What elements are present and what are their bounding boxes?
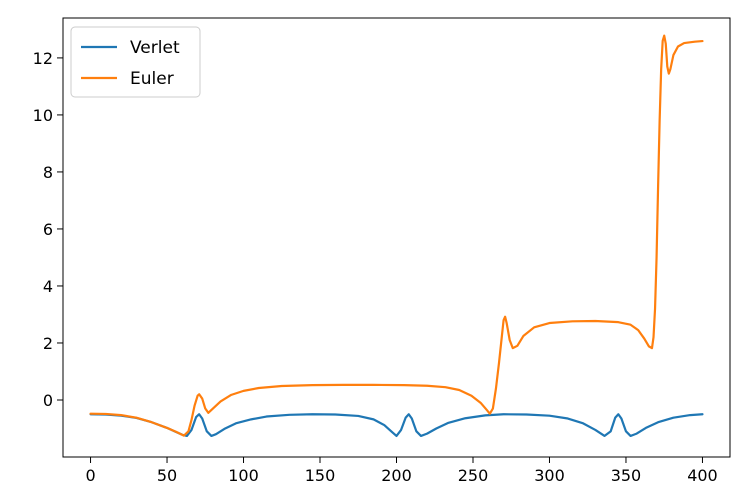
y-tick-label: 0: [43, 391, 53, 410]
y-tick-label: 4: [43, 277, 53, 296]
series-line-verlet: [89, 413, 704, 438]
x-tick-label: 400: [687, 466, 718, 485]
y-tick-label: 2: [43, 334, 53, 353]
y-axis: 0 2 4 6 8 10 12: [33, 49, 63, 410]
plot-lines: [89, 34, 704, 438]
y-tick-label: 8: [43, 163, 53, 182]
legend: Verlet Euler: [70, 26, 201, 98]
series-line-euler: [89, 34, 704, 437]
x-tick-label: 0: [85, 466, 95, 485]
legend-box: [70, 26, 201, 98]
x-tick-label: 250: [458, 466, 489, 485]
legend-label-euler: Euler: [130, 69, 174, 89]
x-tick-label: 150: [305, 466, 336, 485]
x-tick-label: 100: [228, 466, 259, 485]
x-tick-label: 350: [611, 466, 642, 485]
legend-label-verlet: Verlet: [130, 38, 180, 58]
y-tick-label: 6: [43, 220, 53, 239]
x-tick-label: 200: [381, 466, 412, 485]
x-axis: 0 50 100 150 200 250 300 350 400: [85, 457, 718, 485]
y-tick-label: 12: [33, 49, 53, 68]
x-tick-label: 50: [157, 466, 177, 485]
x-tick-label: 300: [534, 466, 565, 485]
y-tick-label: 10: [33, 106, 53, 125]
